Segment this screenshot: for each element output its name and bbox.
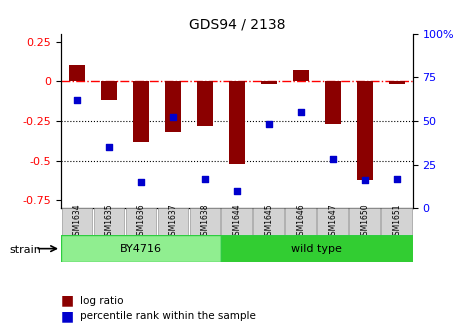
FancyBboxPatch shape — [158, 208, 188, 235]
Point — [169, 115, 177, 120]
Text: ■: ■ — [61, 294, 74, 308]
Title: GDS94 / 2138: GDS94 / 2138 — [189, 17, 285, 31]
FancyBboxPatch shape — [189, 208, 220, 235]
Point — [297, 110, 304, 115]
Text: GSM1634: GSM1634 — [72, 203, 82, 240]
Bar — [197, 81, 213, 126]
FancyBboxPatch shape — [61, 235, 221, 262]
Text: GSM1638: GSM1638 — [200, 204, 209, 240]
Bar — [325, 81, 341, 124]
FancyBboxPatch shape — [94, 208, 124, 235]
Text: GSM1637: GSM1637 — [168, 203, 177, 240]
Text: GSM1635: GSM1635 — [105, 203, 113, 240]
Point — [137, 179, 144, 185]
Point — [233, 188, 241, 194]
Bar — [133, 81, 149, 141]
FancyBboxPatch shape — [318, 208, 348, 235]
Text: GSM1651: GSM1651 — [392, 204, 401, 240]
Point — [361, 178, 369, 183]
FancyBboxPatch shape — [61, 208, 92, 235]
Bar — [293, 70, 309, 81]
Text: log ratio: log ratio — [80, 296, 123, 306]
Point — [265, 122, 272, 127]
Text: GSM1636: GSM1636 — [136, 203, 145, 240]
Text: GSM1644: GSM1644 — [232, 203, 242, 240]
Text: percentile rank within the sample: percentile rank within the sample — [80, 311, 256, 321]
FancyBboxPatch shape — [349, 208, 380, 235]
FancyBboxPatch shape — [126, 208, 156, 235]
Point — [393, 176, 401, 181]
Point — [201, 176, 209, 181]
Text: wild type: wild type — [291, 244, 342, 254]
Bar — [357, 81, 373, 180]
Bar — [229, 81, 245, 164]
Text: strain: strain — [9, 245, 41, 255]
Point — [329, 157, 337, 162]
Bar — [69, 66, 85, 81]
Bar — [101, 81, 117, 100]
FancyBboxPatch shape — [381, 208, 412, 235]
FancyBboxPatch shape — [221, 208, 252, 235]
Text: GSM1645: GSM1645 — [265, 203, 273, 240]
Bar — [165, 81, 181, 132]
Text: GSM1650: GSM1650 — [360, 203, 369, 240]
Bar — [261, 81, 277, 84]
FancyBboxPatch shape — [221, 235, 413, 262]
Point — [73, 97, 81, 103]
Point — [105, 144, 113, 150]
FancyBboxPatch shape — [286, 208, 316, 235]
Text: GSM1646: GSM1646 — [296, 203, 305, 240]
Text: ■: ■ — [61, 309, 74, 323]
Text: GSM1647: GSM1647 — [328, 203, 337, 240]
Text: BY4716: BY4716 — [120, 244, 162, 254]
Bar — [389, 81, 405, 84]
FancyBboxPatch shape — [253, 208, 284, 235]
